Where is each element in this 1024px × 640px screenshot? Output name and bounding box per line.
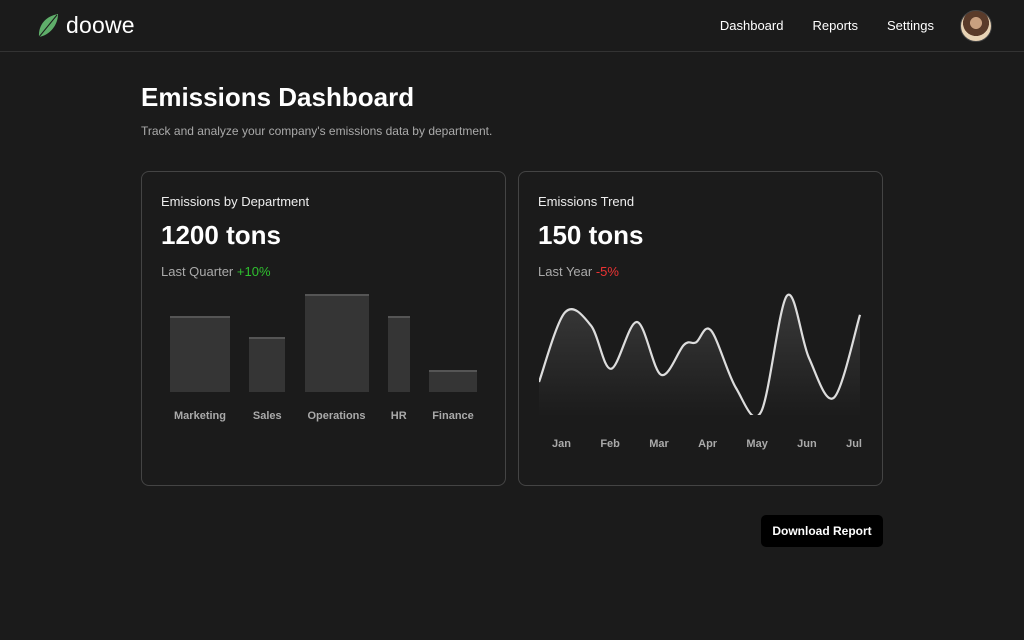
month-label: May — [746, 438, 768, 450]
card-title: Emissions by Department — [161, 194, 310, 209]
top-nav: doowe Dashboard Reports Settings — [0, 0, 1024, 52]
bar-label: Marketing — [174, 410, 226, 422]
trend-line — [539, 293, 862, 415]
card-title: Emissions Trend — [538, 194, 635, 209]
leaf-icon — [38, 13, 58, 37]
month-label: Jun — [797, 438, 817, 450]
month-label: Apr — [698, 438, 718, 450]
trend-area — [539, 294, 860, 415]
bar-operations — [304, 294, 369, 392]
bar-marketing — [170, 316, 230, 392]
page-title: Emissions Dashboard — [141, 82, 415, 112]
nav-dashboard[interactable]: Dashboard — [719, 18, 784, 33]
nav-reports[interactable]: Reports — [812, 18, 859, 33]
bar-label: Sales — [252, 410, 282, 422]
bar-label: Operations — [307, 410, 366, 422]
card-period: Last Year — [538, 264, 593, 279]
avatar[interactable] — [960, 9, 992, 42]
download-report-button[interactable]: Download Report — [761, 515, 883, 547]
month-label: Feb — [600, 438, 620, 450]
brand-name: doowe — [66, 12, 135, 38]
card-value: 1200 tons — [161, 220, 281, 250]
change-badge: -5% — [595, 264, 619, 279]
nav-settings[interactable]: Settings — [887, 18, 934, 33]
department-card: Emissions by Department 1200 tons Last Q… — [141, 171, 506, 486]
card-period: Last Quarter — [161, 264, 234, 279]
trend-chart — [539, 293, 862, 415]
bar-hr — [387, 316, 410, 392]
bar-chart — [170, 292, 477, 392]
bar-label: Finance — [432, 410, 474, 422]
bar-finance — [429, 370, 477, 392]
month-label: Jul — [846, 438, 862, 450]
card-value: 150 tons — [538, 220, 644, 250]
trend-card: Emissions Trend 150 tons Last Year -5% J… — [518, 171, 883, 486]
month-label: Jan — [552, 438, 571, 450]
change-badge: +10% — [236, 264, 271, 279]
bar-sales — [249, 337, 286, 392]
page-subtitle: Track and analyze your company's emissio… — [141, 124, 493, 138]
bar-label: HR — [390, 410, 407, 422]
month-label: Mar — [649, 438, 669, 450]
logo[interactable]: doowe — [36, 12, 135, 39]
